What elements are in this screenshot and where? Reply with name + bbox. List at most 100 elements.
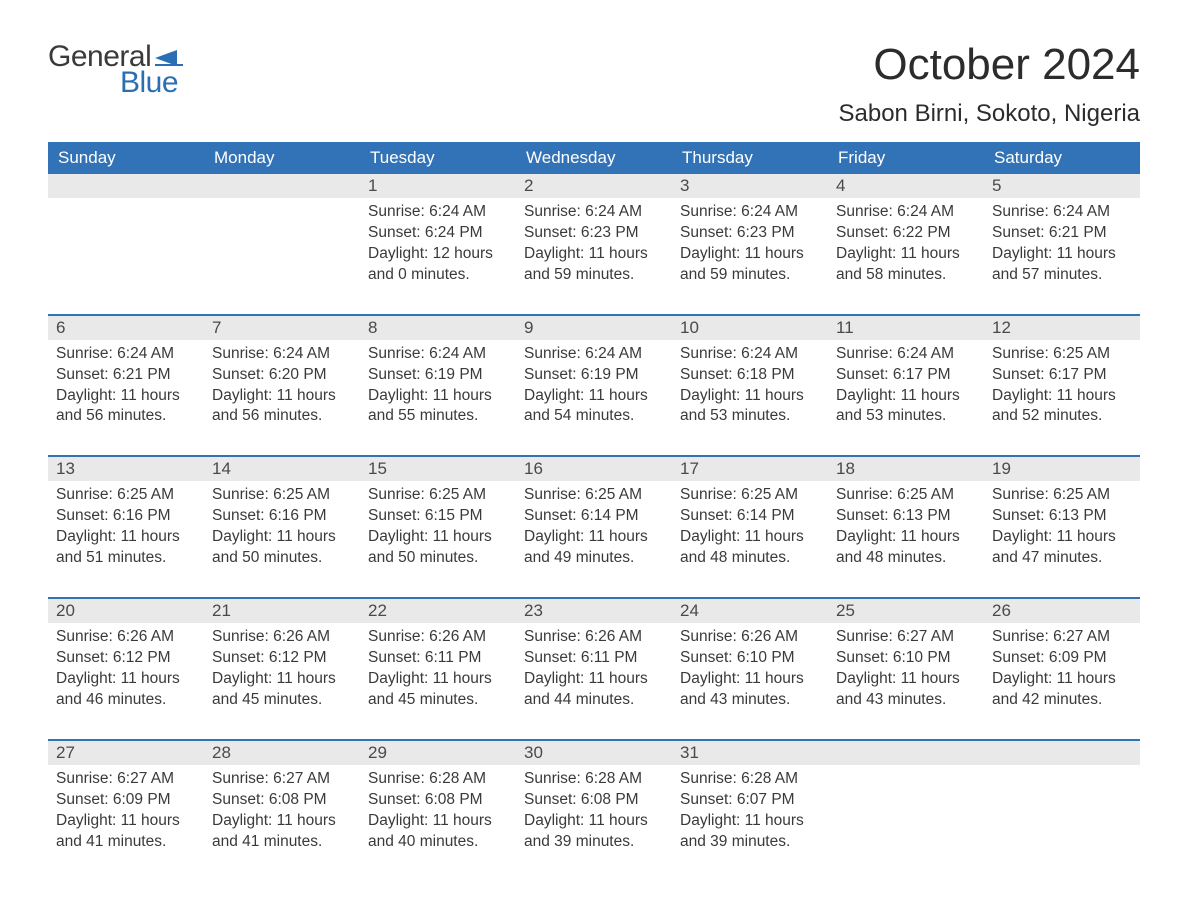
day-number-cell: 22	[360, 599, 516, 623]
day-number-cell: 30	[516, 741, 672, 765]
day-number-row: 12345	[48, 174, 1140, 198]
day-body-cell: Sunrise: 6:25 AMSunset: 6:14 PMDaylight:…	[672, 481, 828, 597]
day-body-row: Sunrise: 6:25 AMSunset: 6:16 PMDaylight:…	[48, 481, 1140, 597]
day-body-row: Sunrise: 6:24 AMSunset: 6:24 PMDaylight:…	[48, 198, 1140, 314]
sunrise-text: Sunrise: 6:24 AM	[524, 344, 664, 365]
sunset-text: Sunset: 6:09 PM	[56, 790, 196, 811]
sunset-text: Sunset: 6:19 PM	[524, 365, 664, 386]
sunrise-text: Sunrise: 6:24 AM	[368, 202, 508, 223]
day-body-cell: Sunrise: 6:24 AMSunset: 6:19 PMDaylight:…	[516, 340, 672, 456]
sunrise-text: Sunrise: 6:28 AM	[524, 769, 664, 790]
day-body-cell: Sunrise: 6:26 AMSunset: 6:11 PMDaylight:…	[516, 623, 672, 739]
daylight-text: Daylight: 11 hours and 40 minutes.	[368, 811, 508, 853]
sunrise-text: Sunrise: 6:26 AM	[212, 627, 352, 648]
daylight-text: Daylight: 11 hours and 49 minutes.	[524, 527, 664, 569]
daylight-text: Daylight: 11 hours and 41 minutes.	[56, 811, 196, 853]
sunset-text: Sunset: 6:17 PM	[836, 365, 976, 386]
day-number-row: 13141516171819	[48, 455, 1140, 481]
day-body-cell: Sunrise: 6:24 AMSunset: 6:24 PMDaylight:…	[360, 198, 516, 314]
sunrise-text: Sunrise: 6:25 AM	[368, 485, 508, 506]
sunset-text: Sunset: 6:14 PM	[524, 506, 664, 527]
day-number-cell: 20	[48, 599, 204, 623]
day-number-cell: 3	[672, 174, 828, 198]
day-body-cell: Sunrise: 6:24 AMSunset: 6:19 PMDaylight:…	[360, 340, 516, 456]
sunrise-text: Sunrise: 6:24 AM	[836, 344, 976, 365]
day-body-cell: Sunrise: 6:24 AMSunset: 6:23 PMDaylight:…	[672, 198, 828, 314]
day-body-cell: Sunrise: 6:24 AMSunset: 6:17 PMDaylight:…	[828, 340, 984, 456]
daylight-text: Daylight: 11 hours and 52 minutes.	[992, 386, 1132, 428]
location-text: Sabon Birni, Sokoto, Nigeria	[839, 100, 1141, 128]
day-body-cell: Sunrise: 6:24 AMSunset: 6:23 PMDaylight:…	[516, 198, 672, 314]
daylight-text: Daylight: 11 hours and 45 minutes.	[212, 669, 352, 711]
sunrise-text: Sunrise: 6:26 AM	[368, 627, 508, 648]
day-number-cell: 24	[672, 599, 828, 623]
sunrise-text: Sunrise: 6:24 AM	[680, 202, 820, 223]
sunset-text: Sunset: 6:10 PM	[680, 648, 820, 669]
day-number-cell: 16	[516, 457, 672, 481]
day-body-cell: Sunrise: 6:25 AMSunset: 6:13 PMDaylight:…	[984, 481, 1140, 597]
day-number-cell: 29	[360, 741, 516, 765]
sunrise-text: Sunrise: 6:26 AM	[56, 627, 196, 648]
day-body-cell: Sunrise: 6:28 AMSunset: 6:08 PMDaylight:…	[360, 765, 516, 881]
day-number-row: 6789101112	[48, 314, 1140, 340]
day-body-cell: Sunrise: 6:24 AMSunset: 6:21 PMDaylight:…	[48, 340, 204, 456]
sunrise-text: Sunrise: 6:24 AM	[368, 344, 508, 365]
day-number-cell: 5	[984, 174, 1140, 198]
daylight-text: Daylight: 12 hours and 0 minutes.	[368, 244, 508, 286]
sunset-text: Sunset: 6:11 PM	[368, 648, 508, 669]
day-body-cell: Sunrise: 6:25 AMSunset: 6:15 PMDaylight:…	[360, 481, 516, 597]
title-block: October 2024 Sabon Birni, Sokoto, Nigeri…	[839, 40, 1141, 128]
daylight-text: Daylight: 11 hours and 54 minutes.	[524, 386, 664, 428]
day-body-cell: Sunrise: 6:26 AMSunset: 6:10 PMDaylight:…	[672, 623, 828, 739]
weekday-header-cell: Saturday	[984, 142, 1140, 174]
daylight-text: Daylight: 11 hours and 45 minutes.	[368, 669, 508, 711]
daylight-text: Daylight: 11 hours and 46 minutes.	[56, 669, 196, 711]
sunset-text: Sunset: 6:12 PM	[56, 648, 196, 669]
day-number-cell: 11	[828, 316, 984, 340]
sunset-text: Sunset: 6:21 PM	[992, 223, 1132, 244]
sunrise-text: Sunrise: 6:25 AM	[836, 485, 976, 506]
day-number-cell: 4	[828, 174, 984, 198]
day-number-cell: 23	[516, 599, 672, 623]
day-number-cell	[984, 741, 1140, 765]
sunset-text: Sunset: 6:21 PM	[56, 365, 196, 386]
day-body-cell: Sunrise: 6:25 AMSunset: 6:16 PMDaylight:…	[48, 481, 204, 597]
day-body-row: Sunrise: 6:26 AMSunset: 6:12 PMDaylight:…	[48, 623, 1140, 739]
day-number-row: 2728293031	[48, 739, 1140, 765]
day-body-cell	[828, 765, 984, 881]
sunset-text: Sunset: 6:19 PM	[368, 365, 508, 386]
weekday-header-row: Sunday Monday Tuesday Wednesday Thursday…	[48, 142, 1140, 174]
day-number-cell: 13	[48, 457, 204, 481]
day-body-cell: Sunrise: 6:28 AMSunset: 6:08 PMDaylight:…	[516, 765, 672, 881]
day-number-cell: 26	[984, 599, 1140, 623]
daylight-text: Daylight: 11 hours and 59 minutes.	[680, 244, 820, 286]
weekday-header-cell: Wednesday	[516, 142, 672, 174]
sunrise-text: Sunrise: 6:24 AM	[212, 344, 352, 365]
sunset-text: Sunset: 6:17 PM	[992, 365, 1132, 386]
sunrise-text: Sunrise: 6:25 AM	[212, 485, 352, 506]
sunset-text: Sunset: 6:16 PM	[212, 506, 352, 527]
daylight-text: Daylight: 11 hours and 44 minutes.	[524, 669, 664, 711]
sunset-text: Sunset: 6:08 PM	[212, 790, 352, 811]
day-number-cell: 7	[204, 316, 360, 340]
sunrise-text: Sunrise: 6:27 AM	[992, 627, 1132, 648]
header: General Blue October 2024 Sabon Birni, S…	[48, 40, 1140, 128]
day-number-cell: 25	[828, 599, 984, 623]
sunrise-text: Sunrise: 6:24 AM	[56, 344, 196, 365]
daylight-text: Daylight: 11 hours and 39 minutes.	[680, 811, 820, 853]
sunset-text: Sunset: 6:15 PM	[368, 506, 508, 527]
sunrise-text: Sunrise: 6:26 AM	[680, 627, 820, 648]
daylight-text: Daylight: 11 hours and 59 minutes.	[524, 244, 664, 286]
day-body-cell: Sunrise: 6:27 AMSunset: 6:08 PMDaylight:…	[204, 765, 360, 881]
sunset-text: Sunset: 6:07 PM	[680, 790, 820, 811]
day-number-cell: 31	[672, 741, 828, 765]
day-body-cell: Sunrise: 6:24 AMSunset: 6:18 PMDaylight:…	[672, 340, 828, 456]
sunrise-text: Sunrise: 6:27 AM	[836, 627, 976, 648]
daylight-text: Daylight: 11 hours and 53 minutes.	[836, 386, 976, 428]
day-body-cell: Sunrise: 6:25 AMSunset: 6:16 PMDaylight:…	[204, 481, 360, 597]
day-number-cell	[48, 174, 204, 198]
day-body-row: Sunrise: 6:24 AMSunset: 6:21 PMDaylight:…	[48, 340, 1140, 456]
day-number-cell: 15	[360, 457, 516, 481]
daylight-text: Daylight: 11 hours and 58 minutes.	[836, 244, 976, 286]
day-body-cell: Sunrise: 6:28 AMSunset: 6:07 PMDaylight:…	[672, 765, 828, 881]
